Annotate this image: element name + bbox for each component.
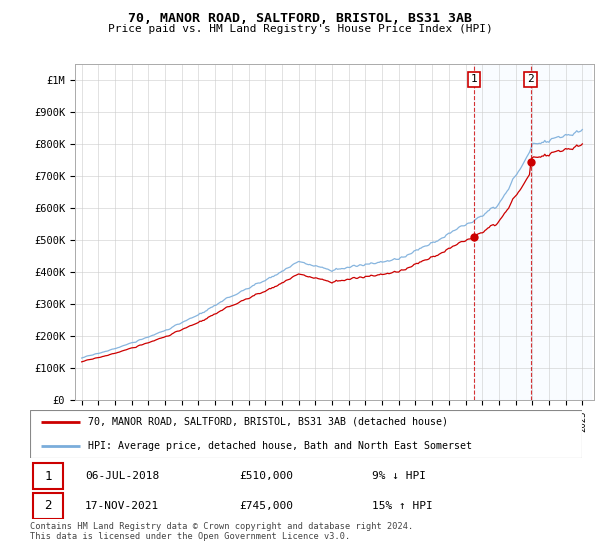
Text: 9% ↓ HPI: 9% ↓ HPI [372,471,426,481]
Text: HPI: Average price, detached house, Bath and North East Somerset: HPI: Average price, detached house, Bath… [88,441,472,451]
Text: 15% ↑ HPI: 15% ↑ HPI [372,501,433,511]
Text: 1: 1 [470,74,477,85]
Text: 1: 1 [44,470,52,483]
FancyBboxPatch shape [30,410,582,458]
Bar [474,64,530,400]
Text: 2: 2 [44,499,52,512]
Text: 06-JUL-2018: 06-JUL-2018 [85,471,160,481]
Text: 70, MANOR ROAD, SALTFORD, BRISTOL, BS31 3AB (detached house): 70, MANOR ROAD, SALTFORD, BRISTOL, BS31 … [88,417,448,427]
Text: Contains HM Land Registry data © Crown copyright and database right 2024.
This d: Contains HM Land Registry data © Crown c… [30,522,413,542]
FancyBboxPatch shape [33,493,63,519]
Text: 2: 2 [527,74,534,85]
Text: Price paid vs. HM Land Registry's House Price Index (HPI): Price paid vs. HM Land Registry's House … [107,24,493,34]
Text: 70, MANOR ROAD, SALTFORD, BRISTOL, BS31 3AB: 70, MANOR ROAD, SALTFORD, BRISTOL, BS31 … [128,12,472,25]
FancyBboxPatch shape [33,463,63,489]
Text: £510,000: £510,000 [240,471,294,481]
Text: 17-NOV-2021: 17-NOV-2021 [85,501,160,511]
Bar [530,64,590,400]
Text: £745,000: £745,000 [240,501,294,511]
